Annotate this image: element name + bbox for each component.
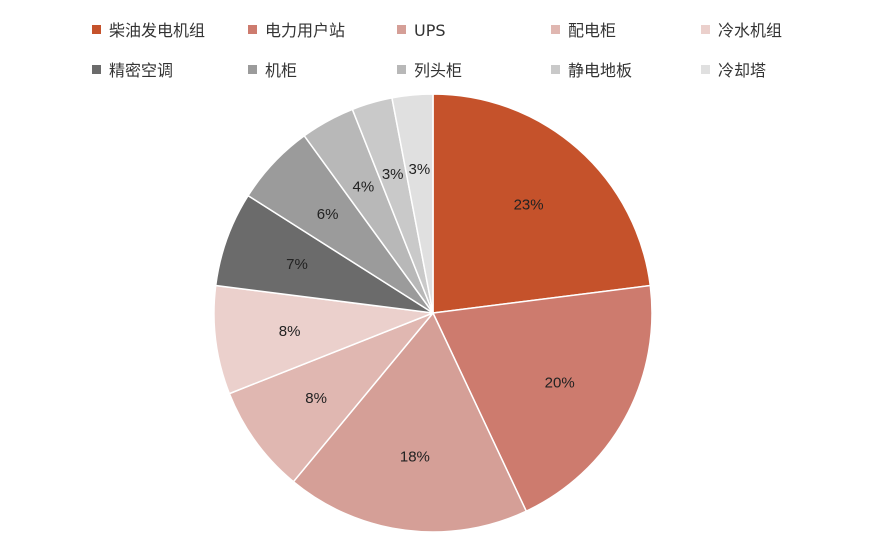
legend-label: UPS	[414, 21, 446, 40]
data-labels: 23% 20% 18% 8% 8% 7% 6% 4% 3% 3%	[279, 161, 575, 465]
legend-label: 柴油发电机组	[109, 21, 205, 40]
legend-label: 精密空调	[109, 61, 173, 80]
legend-item: 静电地板	[551, 61, 632, 80]
legend-item: 柴油发电机组	[92, 21, 205, 40]
legend-swatch	[248, 25, 257, 34]
pie-slice	[292, 311, 528, 533]
legend-swatch	[397, 65, 406, 74]
pie-slices	[213, 93, 653, 533]
legend-swatch	[248, 65, 257, 74]
legend-item: 机柜	[248, 61, 297, 80]
legend-item: 配电柜	[551, 21, 616, 40]
pie-slice	[213, 284, 434, 395]
legend-swatch	[92, 25, 101, 34]
legend-item: UPS	[397, 21, 446, 40]
legend-item: 精密空调	[92, 61, 173, 80]
legend-item: 冷却塔	[701, 61, 766, 80]
legend-item: 电力用户站	[248, 21, 345, 40]
legend-label: 冷水机组	[718, 21, 782, 40]
legend-swatch	[551, 65, 560, 74]
slice-label: 4%	[353, 178, 375, 195]
slice-label: 3%	[382, 166, 404, 183]
slice-label: 6%	[317, 206, 339, 223]
legend-label: 列头柜	[414, 61, 462, 80]
pie-slice	[228, 312, 434, 483]
legend-label: 冷却塔	[718, 61, 766, 80]
slice-label: 18%	[400, 448, 430, 465]
legend-swatch	[551, 25, 560, 34]
legend-swatch	[397, 25, 406, 34]
slice-label: 20%	[545, 375, 575, 392]
pie-slice	[431, 284, 653, 513]
legend-swatch	[701, 25, 710, 34]
legend-label: 配电柜	[568, 21, 616, 40]
slice-label: 8%	[305, 390, 327, 407]
slice-label: 8%	[279, 323, 301, 340]
pie-slice	[432, 93, 652, 314]
legend-item: 冷水机组	[701, 21, 782, 40]
legend-swatch	[92, 65, 101, 74]
legend-label: 电力用户站	[265, 21, 345, 40]
slice-label: 7%	[286, 256, 308, 273]
legend-item: 列头柜	[397, 61, 462, 80]
slice-label: 3%	[409, 161, 431, 178]
slice-label: 23%	[514, 197, 544, 214]
legend-label: 机柜	[265, 61, 297, 80]
pie-slice	[391, 93, 434, 314]
legend-label: 静电地板	[568, 61, 632, 80]
legend-swatch	[701, 65, 710, 74]
